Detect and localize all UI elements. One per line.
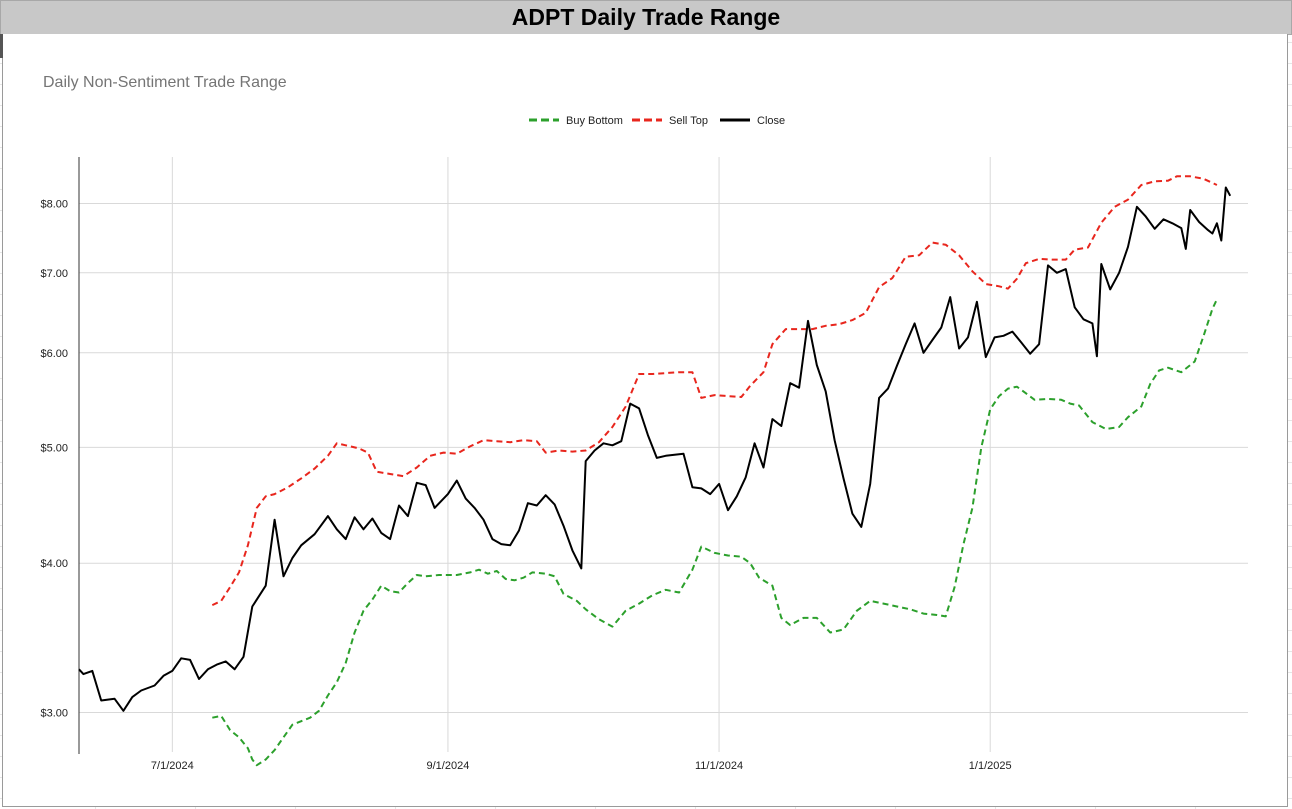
sheet-title: ADPT Daily Trade Range [511, 4, 781, 30]
x-tick-label: 9/1/2024 [427, 760, 470, 772]
y-tick-label: $7.00 [40, 268, 68, 280]
series-line-close [78, 186, 1232, 712]
series-line-sell-top [211, 175, 1218, 607]
y-tick-label: $6.00 [40, 348, 68, 360]
chart-title: Daily Non-Sentiment Trade Range [43, 74, 287, 91]
legend-label: Close [757, 115, 785, 127]
x-tick-label: 11/1/2024 [695, 760, 743, 772]
legend-label: Sell Top [669, 115, 708, 127]
y-tick-label: $4.00 [40, 558, 68, 570]
x-tick-label: 1/1/2025 [969, 760, 1012, 772]
sheet-title-bar: ADPT Daily Trade Range [0, 0, 1292, 35]
y-tick-label: $5.00 [40, 442, 68, 454]
y-tick-label: $8.00 [40, 199, 68, 211]
legend-label: Buy Bottom [566, 115, 623, 127]
x-tick-label: 7/1/2024 [151, 760, 194, 772]
chart-panel[interactable] [2, 34, 1288, 807]
y-tick-label: $3.00 [40, 707, 68, 719]
cell-cursor [0, 34, 3, 58]
series-line-buy-bottom [212, 298, 1218, 767]
